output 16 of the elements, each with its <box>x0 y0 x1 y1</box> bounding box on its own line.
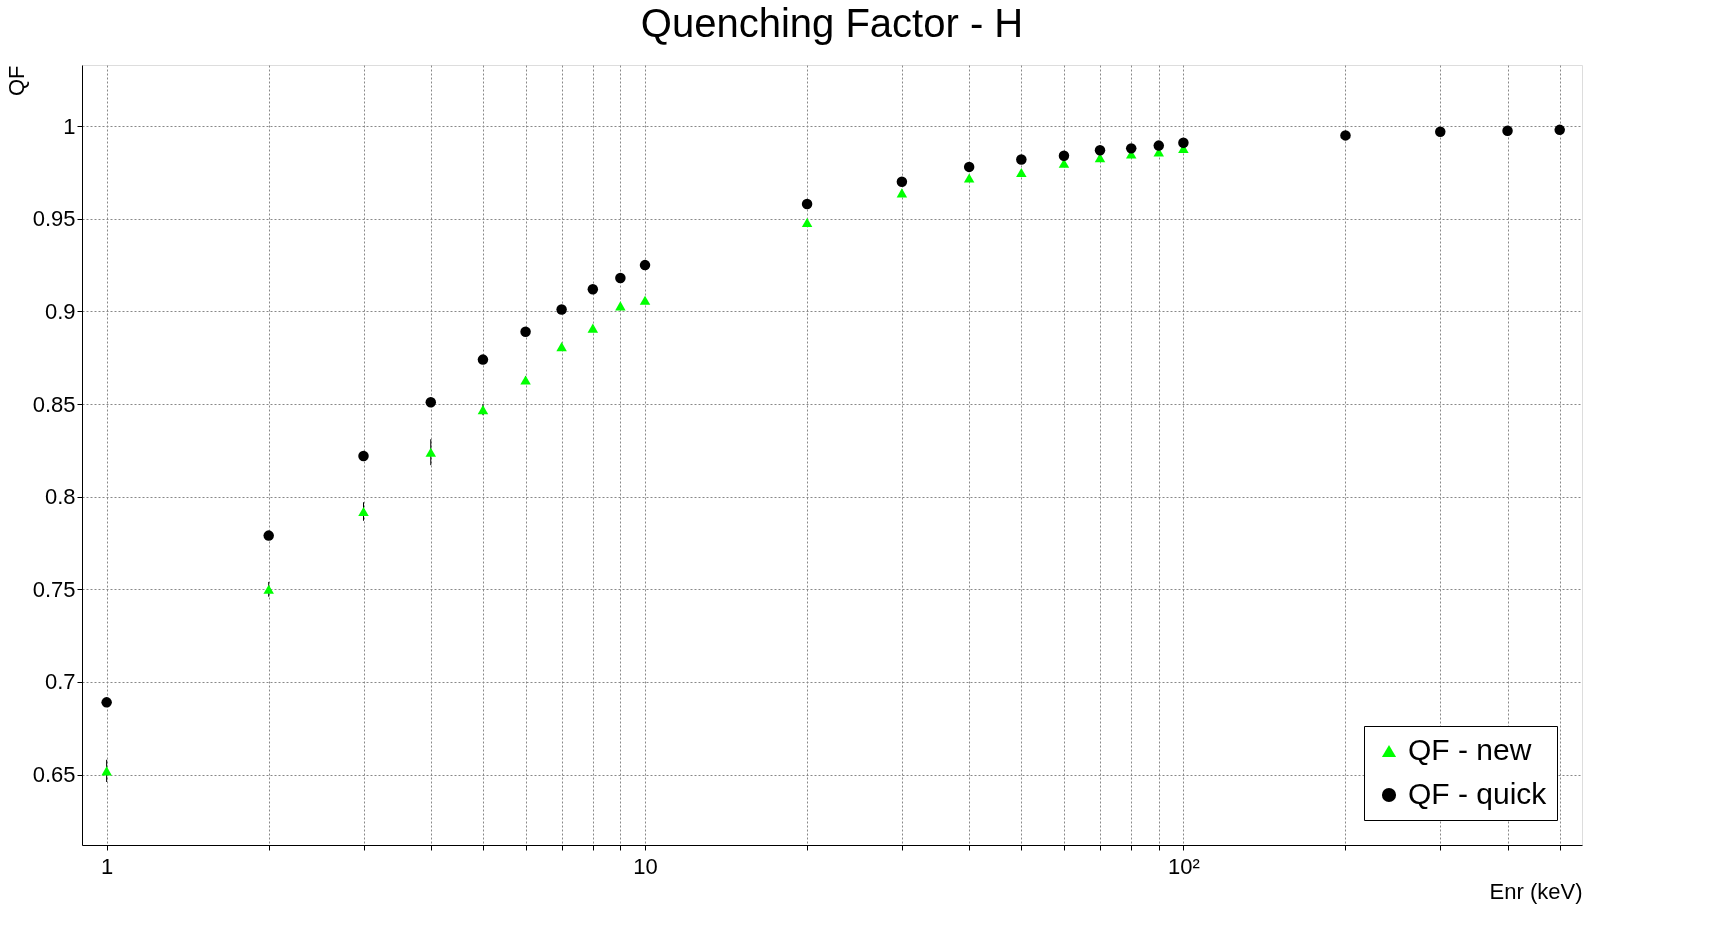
y-axis-title: QF <box>3 65 29 97</box>
y-tick-label: 1 <box>63 113 76 139</box>
legend-label: QF - quick <box>1408 777 1548 810</box>
legend-label: QF - new <box>1408 733 1532 766</box>
chart-title: Quenching Factor - H <box>640 1 1024 45</box>
x-tick-label: 1 <box>101 853 114 879</box>
y-tick-label: 0.65 <box>32 762 76 788</box>
y-tick-label: 0.9 <box>44 298 76 324</box>
y-tick-label: 0.95 <box>32 206 76 232</box>
y-tick-label: 0.7 <box>44 669 76 695</box>
y-tick-label: 0.85 <box>32 391 76 417</box>
x-tick-label: 10² <box>1168 853 1200 879</box>
y-tick-label: 0.75 <box>32 576 76 602</box>
x-axis-title: Enr (keV) <box>1489 878 1583 904</box>
x-tick-label: 10 <box>633 853 658 879</box>
y-tick-label: 0.8 <box>44 484 76 510</box>
